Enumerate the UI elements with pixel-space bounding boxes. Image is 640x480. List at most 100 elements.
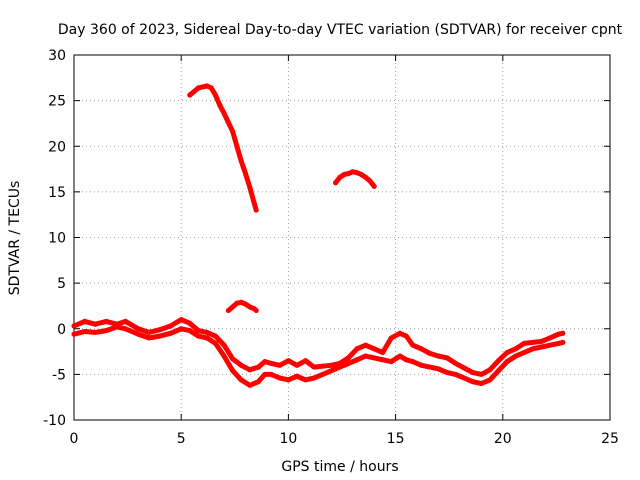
- data-point: [255, 364, 261, 370]
- y-tick-label: 0: [57, 322, 66, 338]
- data-point: [337, 364, 343, 370]
- data-point: [234, 300, 240, 306]
- data-point: [82, 329, 88, 334]
- data-point: [371, 183, 377, 189]
- data-point: [204, 83, 210, 89]
- data-point: [354, 346, 360, 352]
- data-point: [513, 353, 519, 359]
- data-point: [71, 331, 77, 337]
- data-point: [311, 375, 317, 381]
- data-point: [268, 360, 274, 366]
- data-point: [221, 110, 227, 116]
- data-point: [92, 321, 98, 327]
- data-point: [71, 323, 77, 329]
- data-point: [303, 377, 309, 383]
- chart-title: Day 360 of 2023, Sidereal Day-to-day VTE…: [58, 22, 623, 38]
- data-point: [247, 367, 253, 373]
- data-point: [371, 355, 377, 361]
- data-point: [453, 371, 459, 377]
- data-point: [556, 340, 561, 346]
- data-point: [397, 353, 403, 359]
- y-tick-label: 25: [48, 94, 66, 110]
- data-point: [380, 357, 386, 363]
- data-point: [225, 308, 231, 313]
- data-point: [200, 84, 206, 90]
- data-point: [135, 331, 141, 337]
- data-point: [230, 304, 236, 310]
- data-point: [157, 333, 163, 339]
- data-point: [403, 357, 409, 363]
- data-point: [461, 365, 467, 371]
- data-point: [213, 333, 218, 339]
- data-point: [178, 326, 184, 332]
- data-point: [187, 328, 193, 334]
- data-point: [243, 301, 248, 307]
- data-point: [234, 143, 240, 149]
- data-point: [82, 318, 88, 324]
- data-point: [350, 169, 356, 175]
- data-point: [388, 335, 394, 341]
- data-point: [195, 333, 201, 339]
- y-tick-label: 20: [48, 139, 66, 155]
- data-point: [123, 326, 128, 332]
- data-point: [436, 353, 441, 359]
- data-series: [71, 83, 566, 388]
- data-point: [403, 333, 409, 339]
- data-point: [320, 371, 326, 377]
- data-point: [427, 350, 433, 356]
- data-point: [277, 375, 283, 381]
- data-point: [478, 371, 484, 377]
- data-point: [328, 368, 334, 374]
- y-tick-label: 10: [48, 231, 66, 247]
- data-point: [504, 359, 510, 365]
- data-point: [461, 375, 467, 381]
- data-point: [333, 180, 339, 186]
- data-point: [487, 377, 493, 383]
- data-point: [230, 129, 236, 135]
- y-tick-label: 30: [48, 48, 66, 64]
- data-point: [204, 335, 210, 341]
- data-point: [547, 335, 553, 341]
- data-point: [470, 370, 476, 376]
- data-point: [103, 318, 109, 324]
- data-point: [478, 381, 484, 386]
- data-point: [247, 382, 253, 388]
- data-point: [157, 327, 163, 333]
- data-point: [195, 328, 201, 334]
- series-baseline-upper: [71, 317, 566, 377]
- data-point: [530, 346, 536, 352]
- data-point: [397, 330, 403, 336]
- data-point: [243, 171, 248, 177]
- data-point: [213, 340, 218, 346]
- y-tick-label: -10: [43, 413, 66, 429]
- data-point: [345, 171, 351, 177]
- data-point: [146, 329, 152, 335]
- data-point: [320, 363, 326, 369]
- data-point: [547, 342, 553, 348]
- data-point: [470, 379, 476, 385]
- y-tick-label: 5: [57, 276, 66, 292]
- data-point: [560, 330, 566, 336]
- y-tick-label: 15: [48, 185, 66, 201]
- data-point: [217, 102, 223, 108]
- data-point: [191, 89, 197, 94]
- data-point: [285, 358, 291, 364]
- x-tick-label: 25: [601, 431, 619, 447]
- data-point: [410, 342, 416, 348]
- data-point: [268, 371, 274, 377]
- data-point: [363, 353, 369, 359]
- data-point: [253, 308, 259, 313]
- x-axis-label: GPS time / hours: [281, 459, 398, 475]
- data-point: [123, 318, 128, 324]
- series-baseline-lower: [71, 324, 566, 388]
- data-point: [337, 174, 343, 180]
- data-point: [444, 370, 450, 376]
- data-point: [345, 355, 351, 361]
- data-point: [538, 339, 544, 344]
- data-point: [285, 377, 291, 383]
- data-point: [146, 335, 152, 341]
- data-point: [294, 362, 300, 368]
- data-point: [504, 350, 510, 355]
- y-tick-label: -5: [52, 367, 66, 383]
- data-point: [521, 340, 527, 346]
